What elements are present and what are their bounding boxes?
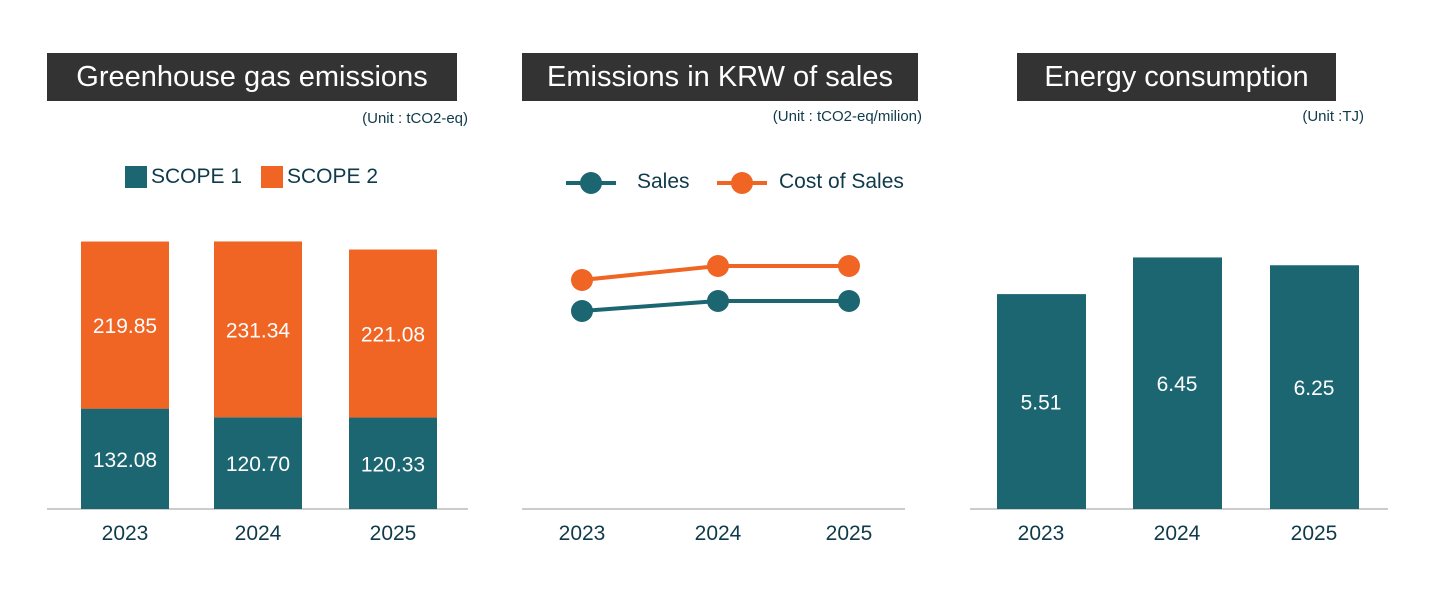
legend-label: SCOPE 1 <box>151 165 243 188</box>
legend-cost: Cost of Sales <box>779 170 904 194</box>
bar-scope2-2023 <box>81 241 169 409</box>
energy-unit: (Unit :TJ) <box>1302 108 1364 125</box>
x-tick-label: 2023 <box>559 522 606 545</box>
data-label: 231.34 <box>226 319 291 342</box>
x-tick-label: 2024 <box>695 522 742 545</box>
bar-2025 <box>1270 265 1359 509</box>
bar-scope1-2025 <box>349 417 437 509</box>
point-1-2024 <box>707 255 729 277</box>
legend-scope2: SCOPE 2 <box>261 165 378 189</box>
data-label: 221.08 <box>361 324 425 347</box>
x-tick-label: 2025 <box>1291 522 1338 545</box>
x-tick-label: 2024 <box>1154 522 1201 545</box>
krw-unit: (Unit : tCO2-eq/milion) <box>772 108 922 125</box>
data-label: 120.70 <box>226 453 290 476</box>
bar-scope1-2023 <box>81 408 169 509</box>
point-0-2024 <box>707 290 729 312</box>
data-label: 219.85 <box>93 315 157 338</box>
point-0-2023 <box>571 300 593 322</box>
scope1-swatch <box>125 166 147 188</box>
legend-dot-marker <box>731 172 753 194</box>
ghg-title: Greenhouse gas emissions <box>47 53 457 101</box>
data-label: 5.51 <box>1021 392 1062 415</box>
legend-label: SCOPE 2 <box>287 165 379 188</box>
bar-scope2-2025 <box>349 249 437 418</box>
legend-dot-marker <box>580 172 602 194</box>
scope2-swatch <box>261 166 283 188</box>
x-tick-label: 2025 <box>370 522 417 545</box>
bar-2023 <box>997 294 1086 509</box>
x-tick-label: 2024 <box>235 522 282 545</box>
data-label: 132.08 <box>93 449 157 472</box>
bar-2024 <box>1133 257 1222 509</box>
ghg-unit: (Unit : tCO2-eq) <box>362 110 468 127</box>
point-1-2025 <box>838 255 860 277</box>
legend-scope1: SCOPE 1 <box>125 165 242 189</box>
data-label: 120.33 <box>361 453 425 476</box>
x-tick-label: 2025 <box>826 522 873 545</box>
data-label: 6.45 <box>1157 373 1198 396</box>
point-0-2025 <box>838 290 860 312</box>
legend-sales: Sales <box>637 170 690 194</box>
krw-title: Emissions in KRW of sales <box>522 53 918 101</box>
x-tick-label: 2023 <box>1018 522 1065 545</box>
data-label: 6.25 <box>1294 377 1335 400</box>
energy-title: Energy consumption <box>1017 53 1336 101</box>
bar-scope1-2024 <box>214 417 302 509</box>
point-1-2023 <box>571 269 593 291</box>
legend-label: Sales <box>637 170 690 193</box>
x-tick-label: 2023 <box>102 522 149 545</box>
legend-label: Cost of Sales <box>779 170 904 193</box>
bar-scope2-2024 <box>214 241 302 418</box>
